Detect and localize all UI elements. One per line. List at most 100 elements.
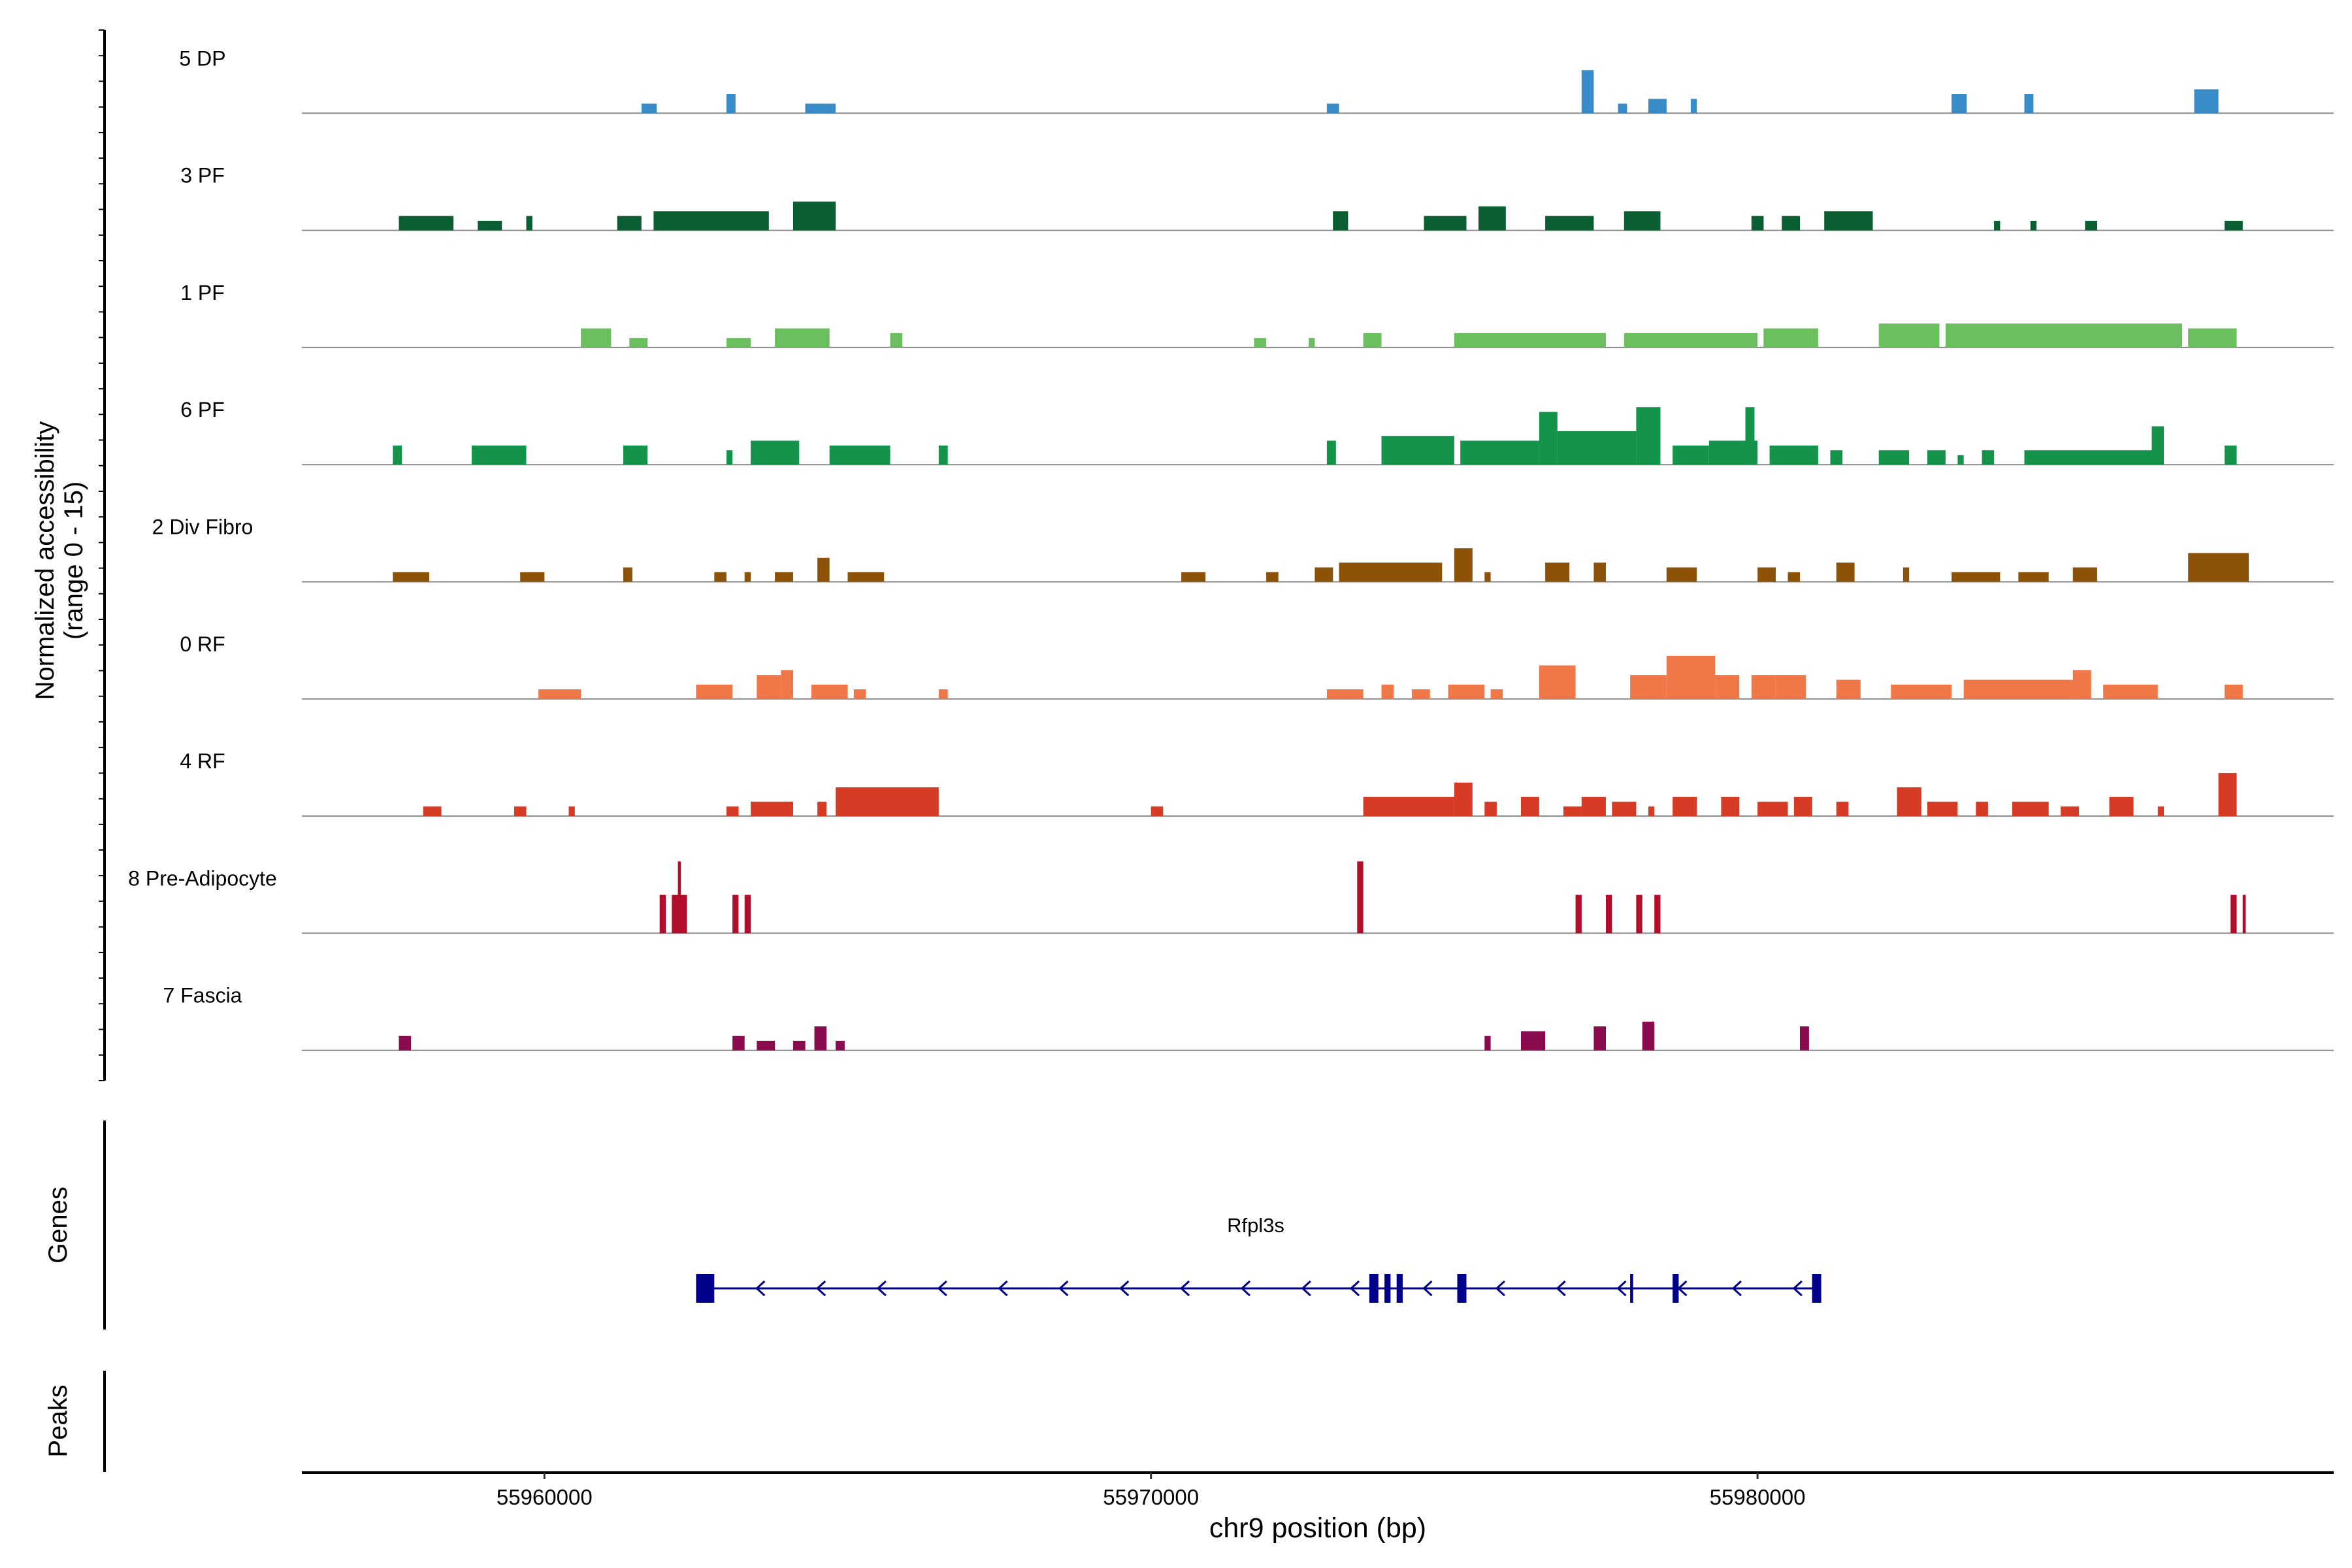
track-2: 3 PF bbox=[180, 164, 2334, 231]
coverage-peak bbox=[2218, 773, 2237, 817]
strand-arrow bbox=[1616, 1280, 1627, 1297]
track-7: 4 RF bbox=[180, 749, 2334, 817]
coverage-peak bbox=[1454, 333, 1606, 348]
strand-arrow bbox=[1240, 1280, 1251, 1297]
coverage-peak bbox=[1618, 103, 1627, 114]
coverage-peak bbox=[2188, 553, 2249, 582]
coverage-peak bbox=[1181, 572, 1206, 582]
coverage-peak bbox=[1424, 216, 1467, 231]
coverage-peak bbox=[805, 103, 836, 114]
coverage-peak bbox=[2230, 894, 2237, 934]
coverage-peak bbox=[617, 216, 642, 231]
coverage-peak bbox=[1927, 450, 1946, 465]
coverage-peak bbox=[793, 1041, 806, 1051]
coverage-peak bbox=[696, 684, 733, 699]
coverage-peak bbox=[2194, 89, 2219, 114]
coverage-peak bbox=[751, 440, 800, 465]
coverage-peak bbox=[1751, 675, 1776, 699]
coverage-peak bbox=[1484, 802, 1497, 817]
coverage-peak bbox=[1539, 665, 1576, 699]
coverage-peak bbox=[1363, 796, 1454, 817]
coverage-peak bbox=[1326, 689, 1364, 699]
coverage-peak bbox=[757, 1041, 776, 1051]
coverage-peak bbox=[1836, 679, 1861, 699]
coverage-peak bbox=[1490, 689, 1503, 699]
coverage-peak bbox=[1782, 216, 1801, 231]
coverage-peak bbox=[1963, 679, 2080, 699]
coverage-peak bbox=[811, 684, 848, 699]
coverage-peak bbox=[581, 328, 612, 348]
coverage-peak bbox=[1636, 407, 1661, 465]
coverage-peak bbox=[938, 445, 948, 465]
coverage-peak bbox=[526, 216, 532, 231]
strand-arrow bbox=[1058, 1280, 1069, 1297]
coverage-peak bbox=[2018, 572, 2049, 582]
coverage-peak bbox=[836, 1041, 845, 1051]
strand-arrow bbox=[998, 1280, 1008, 1297]
coverage-peak bbox=[2109, 796, 2134, 817]
coverage-peak bbox=[2224, 220, 2243, 231]
coverage-peak bbox=[1339, 563, 1443, 582]
coverage-peak bbox=[1648, 99, 1667, 114]
track-label: 4 RF bbox=[180, 749, 225, 773]
gene-model: Rfpl3s bbox=[696, 1214, 1821, 1303]
gene-exon bbox=[1457, 1274, 1467, 1303]
coverage-peak bbox=[829, 445, 890, 465]
coverage-peak bbox=[1976, 802, 1988, 817]
coverage-peak bbox=[653, 211, 769, 231]
strand-arrow bbox=[1731, 1280, 1742, 1297]
coverage-peak bbox=[1521, 796, 1539, 817]
coverage-peak bbox=[1593, 1026, 1606, 1051]
strand-arrow bbox=[1301, 1280, 1311, 1297]
coverage-peak bbox=[1630, 675, 1667, 699]
coverage-peak bbox=[1363, 333, 1382, 348]
strand-arrow bbox=[1119, 1280, 1130, 1297]
coverage-peak bbox=[1454, 782, 1473, 817]
coverage-peak bbox=[1624, 211, 1661, 231]
coverage-peak bbox=[1800, 1026, 1809, 1051]
coverage-peak bbox=[836, 787, 939, 817]
coverage-peak bbox=[1575, 894, 1582, 934]
x-axis-ticks: 55960000 55970000 55980000 bbox=[497, 1473, 1806, 1509]
genes-panel-label: Genes bbox=[44, 1186, 73, 1264]
coverage-peak bbox=[1381, 436, 1454, 465]
coverage-peak bbox=[2188, 328, 2237, 348]
coverage-peak bbox=[1521, 1031, 1546, 1051]
coverage-peak bbox=[514, 806, 527, 817]
coverage-peak bbox=[751, 802, 793, 817]
coverage-peak bbox=[478, 220, 502, 231]
track-4: 6 PF bbox=[180, 398, 2334, 466]
coverage-peak bbox=[2224, 684, 2243, 699]
track-5: 2 Div Fibro bbox=[152, 515, 2334, 583]
coverage-peak bbox=[1460, 440, 1539, 465]
gene-name-label: Rfpl3s bbox=[1227, 1214, 1284, 1237]
coverage-peak bbox=[1775, 675, 1806, 699]
coverage-peak bbox=[744, 572, 751, 582]
coverage-peak bbox=[1326, 103, 1339, 114]
coverage-peak bbox=[1952, 94, 1967, 114]
coverage-peak bbox=[1673, 445, 1709, 465]
coverage-peak bbox=[1266, 572, 1279, 582]
coverage-peak bbox=[629, 338, 648, 348]
coverage-peak bbox=[1636, 894, 1642, 934]
coverage-peak bbox=[623, 567, 632, 582]
track-label: 5 DP bbox=[179, 46, 225, 70]
track-label: 3 PF bbox=[180, 164, 225, 188]
strand-arrow bbox=[1495, 1280, 1505, 1297]
gene-exon bbox=[1812, 1274, 1821, 1303]
strand-arrow bbox=[815, 1280, 826, 1297]
coverage-peak bbox=[793, 201, 836, 231]
coverage-peak bbox=[2012, 802, 2049, 817]
coverage-peak bbox=[1836, 563, 1855, 582]
coverage-peak bbox=[538, 689, 581, 699]
coverage-peak bbox=[1448, 684, 1485, 699]
coverage-peak bbox=[1952, 572, 2001, 582]
coverage-peak bbox=[423, 806, 442, 817]
coverage-peak bbox=[1763, 328, 1818, 348]
x-tick-label: 55960000 bbox=[497, 1485, 593, 1509]
coverage-peak bbox=[1751, 216, 1764, 231]
coverage-peak bbox=[399, 216, 454, 231]
coverage-peak bbox=[2103, 684, 2158, 699]
coverage-peak bbox=[890, 333, 903, 348]
coverage-peak bbox=[2151, 426, 2164, 465]
